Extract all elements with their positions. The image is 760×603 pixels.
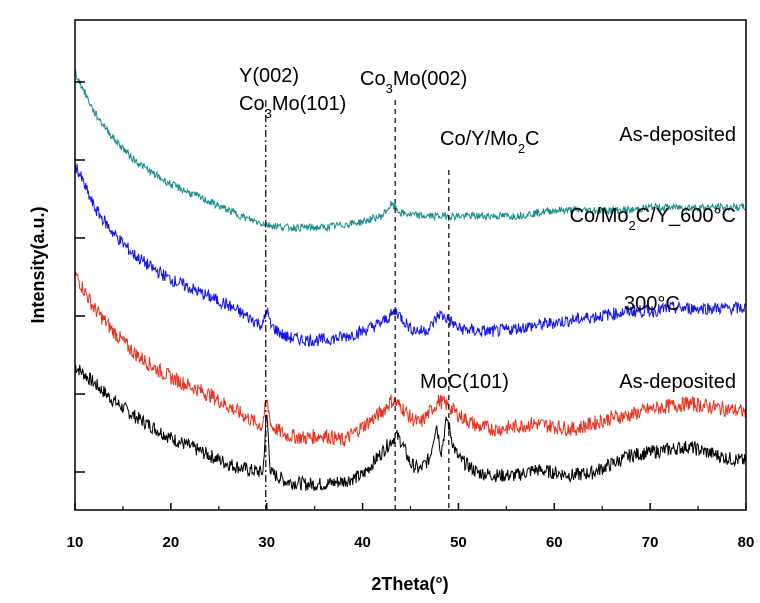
x-tick-label-4: 50 xyxy=(450,534,467,551)
series-line-0 xyxy=(74,364,747,491)
axis-ticks: 10 20 30 40 50 60 70 80 xyxy=(67,81,755,551)
annotation-co3mo101: Co3Mo(101) xyxy=(239,93,346,121)
series-line-1 xyxy=(74,271,747,447)
annotation-y002: Y(002) xyxy=(239,65,299,87)
annotation-moc101: MoC(101) xyxy=(420,371,509,393)
reference-lines xyxy=(265,100,450,510)
annotation-as-deposited-bottom: As-deposited xyxy=(619,371,736,393)
annotation-co-y-mo2c: Co/Y/Mo2C xyxy=(440,128,540,156)
x-tick-label-1: 20 xyxy=(163,534,180,551)
series-line-2 xyxy=(74,161,747,348)
x-tick-label-6: 70 xyxy=(642,534,659,551)
series-line-3 xyxy=(74,69,747,233)
series-layer xyxy=(74,69,747,491)
x-tick-label-5: 60 xyxy=(546,534,563,551)
x-axis-title: 2Theta(°) xyxy=(371,574,448,594)
annotation-co-mo2c-y-600c: Co/Mo2C/Y_600°C xyxy=(570,205,736,233)
y-axis-title: Intensity(a.u.) xyxy=(28,206,48,323)
x-tick-label-7: 80 xyxy=(738,534,755,551)
annotation-as-deposited-top: As-deposited xyxy=(619,124,736,146)
annotation-co3mo002: Co3Mo(002) xyxy=(360,68,467,96)
x-tick-label-3: 40 xyxy=(354,534,371,551)
annotation-300c: 300°C xyxy=(624,293,680,315)
x-tick-label-2: 30 xyxy=(258,534,275,551)
x-tick-label-0: 10 xyxy=(67,534,84,551)
